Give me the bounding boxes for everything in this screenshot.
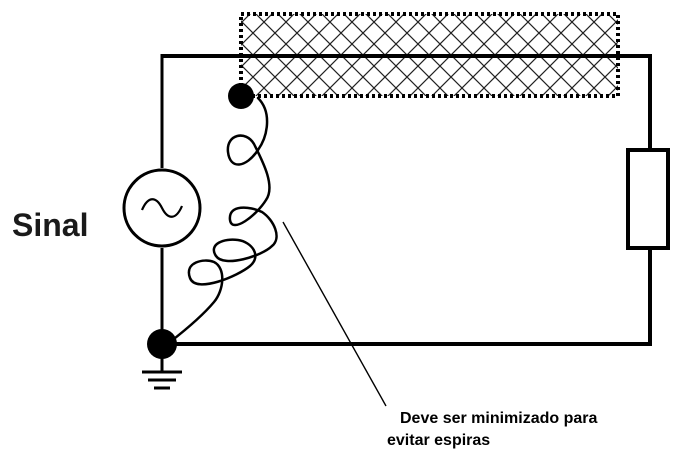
load-resistor: [626, 148, 670, 250]
note-line-2: evitar espiras: [387, 432, 490, 449]
ground-node: [147, 329, 177, 359]
signal-label: Sinal: [12, 207, 88, 243]
annotation-leader-line: [282, 221, 387, 407]
ground-icon: [142, 358, 182, 390]
shield-node: [228, 83, 254, 109]
sine-wave-icon: [140, 198, 184, 218]
signal-source: [122, 168, 202, 248]
cable-shield: [239, 12, 620, 98]
note-line-1: Deve ser minimizado para: [400, 410, 598, 427]
pigtail-loop-wire: [168, 96, 278, 344]
